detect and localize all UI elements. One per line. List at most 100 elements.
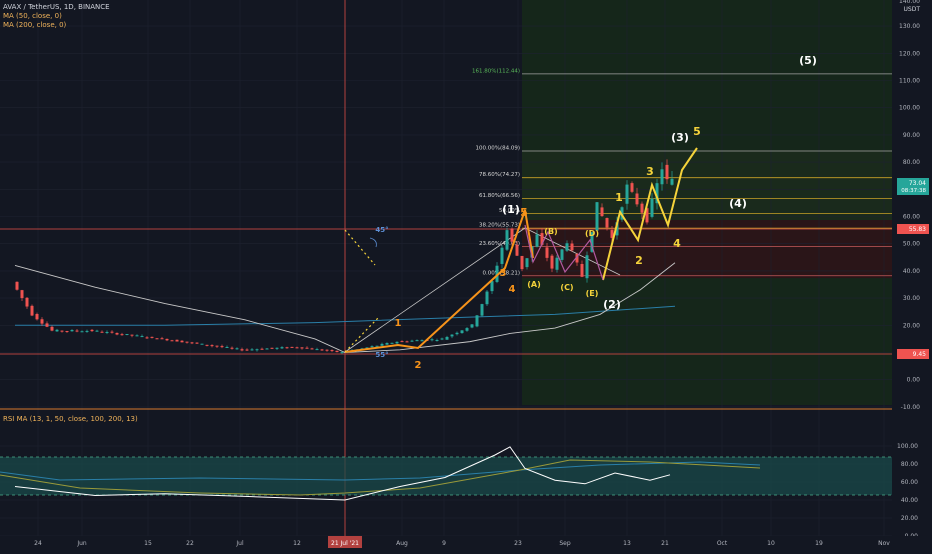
rsi-legend[interactable]: RSI MA (13, 1, 50, close, 100, 200, 13) (3, 415, 138, 423)
wave-label-1[interactable]: 1 (395, 318, 402, 329)
wave-label-y5[interactable]: 5 (693, 125, 701, 138)
candle-body (195, 342, 199, 344)
date-tick-label: Sep (559, 540, 571, 547)
wave-label-5-small[interactable]: 5 (520, 206, 528, 219)
fib-level-label: 100.00%(84.09) (475, 145, 520, 151)
candle-body (80, 331, 84, 333)
candle-body (65, 331, 69, 333)
date-tick-label: Nov (878, 540, 890, 547)
candle-body (120, 334, 124, 336)
candle-body (500, 247, 504, 264)
candle-body (185, 341, 189, 343)
wave-label-big-2[interactable]: (2) (603, 298, 621, 311)
angle-label-45[interactable]: 45° (375, 226, 388, 234)
abcde-correction-line[interactable] (524, 224, 604, 281)
wave-label-4-small[interactable]: 4 (509, 284, 516, 295)
wave-label-y3[interactable]: 3 (646, 165, 654, 178)
candle-body (440, 338, 444, 340)
date-tick-label: Jul (235, 540, 244, 547)
candle-body (290, 346, 294, 348)
candle-body (570, 243, 574, 251)
price-tick-label: 30.00 (903, 295, 920, 302)
wave-label-big-1[interactable]: (1) (502, 203, 520, 216)
candle-body (180, 340, 184, 343)
price-tick-label: 140.00 (899, 0, 920, 5)
rsi-tick-label: 80.00 (901, 461, 918, 468)
wave-label-y1[interactable]: 1 (615, 191, 623, 204)
wave-label-y4[interactable]: 4 (673, 237, 681, 250)
candle-body (545, 247, 549, 258)
candle-body (285, 347, 289, 349)
candle-body (445, 336, 449, 340)
impulse-wave-line[interactable] (344, 209, 534, 353)
candle-body (300, 347, 304, 349)
wave-label-D[interactable]: (D) (585, 229, 599, 238)
wave-label-B[interactable]: (B) (544, 227, 557, 236)
ma200-legend[interactable]: MA (200, close, 0) (3, 21, 67, 29)
wave-label-E[interactable]: (E) (586, 289, 599, 298)
date-tick-label: 13 (623, 540, 631, 547)
fib-level-label: 78.60%(74.27) (479, 172, 520, 178)
candle-body (470, 324, 474, 328)
date-tick-label: Oct (717, 540, 728, 547)
date-tick-label: 21 Jul '21 (331, 540, 359, 547)
candle-body (580, 264, 584, 277)
resistance-price-text: 55.83 (909, 226, 926, 233)
candle-body (30, 305, 34, 316)
candle-body (640, 203, 644, 213)
candle-body (100, 331, 104, 333)
candle-body (665, 164, 669, 180)
ma50-legend[interactable]: MA (50, close, 0) (3, 12, 62, 20)
candle-body (270, 347, 274, 349)
wave-label-3-small[interactable]: 3 (500, 268, 507, 279)
candle-body (165, 338, 169, 341)
currency-label: USDT (904, 6, 921, 13)
candle-body (25, 297, 29, 307)
grid-lines (0, 0, 892, 537)
candle-body (75, 330, 79, 332)
price-tick-label: 0.00 (907, 377, 921, 384)
current-price-tag (897, 178, 929, 195)
wave-label-y2[interactable]: 2 (635, 254, 643, 267)
candle-body (260, 348, 264, 350)
price-tick-label: 110.00 (899, 78, 920, 85)
candle-body (625, 184, 629, 204)
rsi-tick-label: 20.00 (901, 515, 918, 522)
current-price-text: 73.04 (909, 180, 926, 187)
candle-body (605, 218, 609, 228)
wave-3-line[interactable] (602, 147, 698, 281)
ma200-line (15, 305, 676, 326)
candle-body (390, 342, 394, 344)
trend-line-upper[interactable] (344, 227, 526, 353)
candle-body (220, 346, 224, 348)
price-axis[interactable]: USDT130.00120.00110.00100.0090.0080.0070… (892, 0, 932, 540)
wave-label-2[interactable]: 2 (415, 360, 422, 371)
candle-body (110, 331, 114, 333)
fib-level-label: 38.20%(55.73) (479, 223, 520, 229)
symbol-legend[interactable]: AVAX / TetherUS, 1D, BINANCE (3, 3, 110, 11)
candle-body (175, 339, 179, 342)
price-tick-label: 40.00 (903, 268, 920, 275)
time-axis[interactable]: 24 Jun 15 22 Jul 12 21 Jul '21 Aug 9 23 Sep 13 21 Oct… (0, 536, 932, 550)
resistance-price-tag (897, 224, 929, 234)
price-tick-label: 130.00 (899, 23, 920, 30)
wave-label-big-3[interactable]: (3) (671, 131, 689, 144)
wave-label-A[interactable]: (A) (527, 280, 541, 289)
fib-retracement[interactable]: 161.80%(112.44) 100.00%(84.09) 78.60%(74.2… (472, 68, 892, 276)
candle-body (560, 249, 564, 260)
candle-body (20, 290, 24, 299)
wave-label-C[interactable]: (C) (560, 283, 573, 292)
candle-body (365, 347, 369, 349)
candle-body (380, 343, 384, 346)
candle-body (45, 323, 49, 327)
fib-level-label: 0.00%(38.21) (482, 270, 520, 276)
candle-body (50, 326, 54, 331)
wave-label-big-5[interactable]: (5) (799, 54, 817, 67)
angle-label-55[interactable]: 55° (375, 351, 388, 359)
support-price-tag (897, 349, 929, 359)
date-tick-label: 23 (514, 540, 522, 547)
candle-body (155, 338, 159, 340)
wave-label-big-4[interactable]: (4) (729, 197, 747, 210)
